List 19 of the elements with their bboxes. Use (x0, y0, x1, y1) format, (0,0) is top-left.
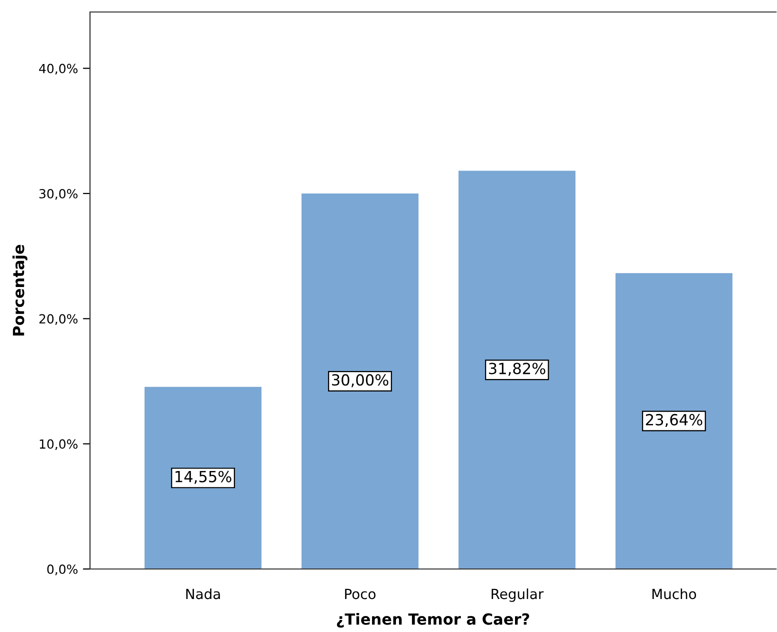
bar (302, 193, 418, 569)
x-axis-title: ¿Tienen Temor a Caer? (336, 612, 530, 628)
data-label: 14,55% (176, 470, 232, 484)
bar (144, 386, 262, 569)
data-label: 31,82% (489, 362, 546, 376)
x-tick-label: Poco (345, 588, 376, 600)
y-tick-label: 40,0% (39, 64, 78, 75)
y-tick-label: 10,0% (40, 439, 78, 450)
data-label: 23,64% (646, 414, 702, 428)
x-tick-label: Nada (186, 588, 220, 600)
y-axis-title: Porcentaje (12, 244, 28, 336)
bar (458, 170, 576, 569)
y-tick-label: 0,0% (47, 564, 78, 576)
bar (615, 273, 732, 569)
y-tick-label: 30,0% (39, 188, 78, 200)
x-tick-label: Regular (492, 588, 544, 602)
x-tick-label: Mucho (652, 588, 696, 600)
data-label: 30,00% (332, 374, 388, 388)
y-tick-label: 20,0% (39, 314, 78, 325)
